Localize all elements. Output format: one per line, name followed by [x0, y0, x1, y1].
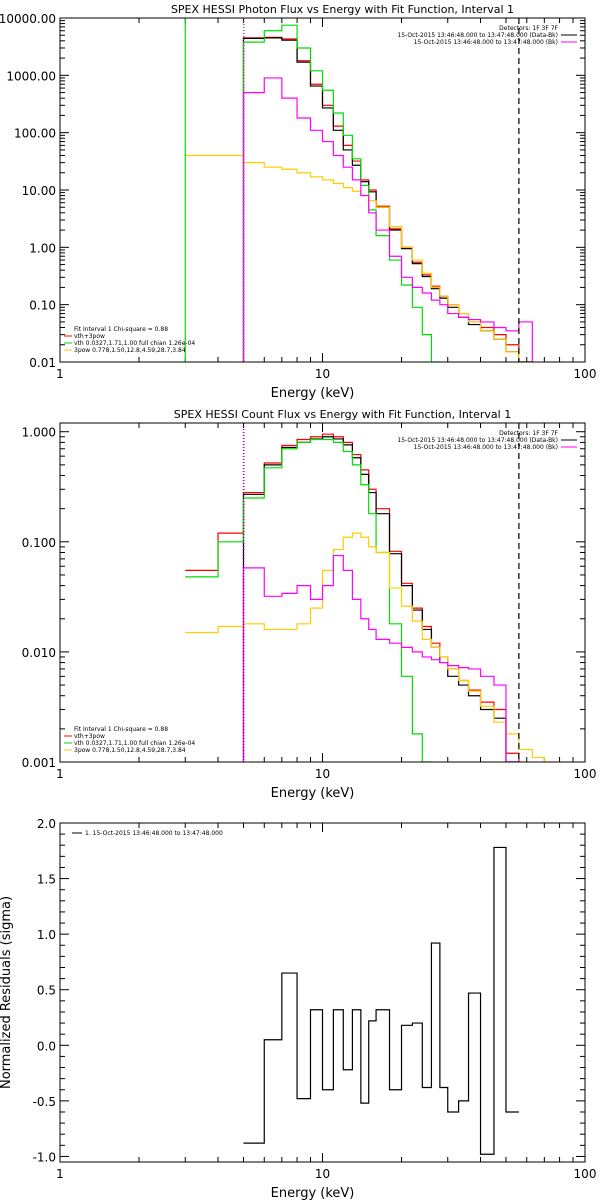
chart-panel-2: SPEX HESSI Count Flux vs Energy with Fit…	[22, 408, 597, 801]
series-group	[185, 24, 533, 362]
chart-panel-3: 1 10 100 Energy (keV) -1.0 -0.5 0.0 0.5 1.0 1.5 2.…	[0, 817, 596, 1200]
series-line-vth	[185, 438, 433, 762]
chart-panel-1: SPEX HESSI Photon Flux vs Energy with Fi…	[0, 3, 596, 401]
legend-entry: Detectors: 1F 3F 7F	[499, 25, 558, 32]
series-line-black	[242, 436, 520, 762]
y-axis: 0.01 0.10 1.00 10.00 100.00 1000.00 10000.00	[0, 12, 585, 370]
legend-bottomleft: Fit Interval 1 Chi-square = 0.88vth+3pow…	[64, 726, 195, 754]
legend-entry: 15-Oct-2015 13:46:48.000 to 13:47:48.000…	[397, 32, 558, 39]
y-tick-label: 0.01	[29, 356, 56, 370]
x-axis: 1 10 100 Energy (keV)	[56, 823, 596, 1200]
legend-entry: Fit Interval 1 Chi-square = 0.88	[74, 326, 168, 333]
y-tick-label: 0.001	[22, 756, 56, 770]
plot-frame	[59, 822, 586, 1163]
series-group	[185, 433, 553, 762]
y-axis: 0.001 0.010 0.100 1.000	[22, 426, 585, 770]
legend-entry: 15-Oct-2015 13:46:48.000 to 13:47:48.000…	[397, 437, 558, 444]
y-tick-label: 0.5	[37, 984, 56, 998]
legend-entry: vth+3pow	[74, 333, 105, 340]
series-line-3pow	[185, 154, 533, 362]
series-line-3pow	[185, 532, 553, 762]
plot-frame	[59, 17, 586, 363]
x-tick-label: 100	[574, 367, 597, 381]
legend-bottomleft: Fit Interval 1 Chi-square = 0.88vth+3pow…	[64, 326, 195, 354]
legend-entry: vth+3pow	[74, 733, 105, 740]
plot-frame	[59, 422, 586, 763]
x-axis: 1 10 100 Energy (keV)	[56, 18, 596, 401]
y-tick-label: 1.000	[22, 426, 56, 440]
chart-title: SPEX HESSI Photon Flux vs Energy with Fi…	[171, 3, 514, 16]
series-line-vth+3pow	[185, 433, 520, 762]
y-tick-label: 0.010	[22, 646, 56, 660]
series-line-vth+3pow	[242, 36, 533, 362]
legend-entry: 1. 15-Oct-2015 13:46:48.000 to 13:47:48.…	[85, 830, 223, 837]
y-tick-label: -1.0	[33, 1150, 56, 1164]
x-tick-label: 10	[315, 1167, 330, 1181]
y-tick-label: 100.00	[14, 127, 56, 141]
x-axis-label: Energy (keV)	[271, 386, 355, 401]
y-tick-label: 1.0	[37, 928, 56, 942]
x-axis-label: Energy (keV)	[271, 786, 355, 801]
x-tick-label: 1	[56, 767, 64, 781]
x-axis-label: Energy (keV)	[271, 1186, 355, 1200]
series-line-black	[242, 37, 533, 362]
series-line-1. 15-Oct-2015 13:46:48.000 to 13:47:48.000	[243, 846, 519, 1155]
y-tick-label: 1.00	[29, 241, 56, 255]
y-tick-label: 2.0	[37, 817, 56, 831]
legend-entry: 3pow 0.778,1.50,12.8,4.59,28.7,3.84	[74, 347, 186, 354]
y-tick-label: 0.10	[29, 299, 56, 313]
x-tick-label: 1	[56, 1167, 64, 1181]
legend-entry: vth 0.0327,1.71,1.00 full chian 1.26e-04	[74, 340, 195, 347]
legend-entry: Fit Interval 1 Chi-square = 0.88	[74, 726, 168, 733]
x-tick-label: 100	[574, 1167, 597, 1181]
y-tick-label: -0.5	[33, 1095, 56, 1109]
y-tick-label: 1.5	[37, 873, 56, 887]
y-tick-label: 0.100	[22, 536, 56, 550]
series-line-vth	[242, 24, 441, 362]
x-tick-label: 10	[315, 367, 330, 381]
x-tick-label: 100	[574, 767, 597, 781]
legend-entry: Detectors: 1F 3F 7F	[499, 430, 558, 437]
legend-entry: 15-Oct-2015 13:46:48.000 to 13:47:48.000…	[414, 444, 558, 451]
legend-entry: 15-Oct-2015 13:46:48.000 to 13:47:48.000…	[414, 39, 558, 46]
y-axis: -1.0 -0.5 0.0 0.5 1.0 1.5 2.0 Normalized Residu…	[0, 817, 585, 1164]
series-line-magenta	[242, 77, 533, 362]
series-group	[243, 846, 519, 1155]
y-tick-label: 10.00	[22, 184, 56, 198]
chart-title: SPEX HESSI Count Flux vs Energy with Fit…	[174, 408, 511, 421]
x-tick-label: 10	[315, 767, 330, 781]
series-line-magenta	[242, 554, 520, 762]
y-axis-label: Normalized Residuals (sigma)	[0, 896, 14, 1089]
y-tick-label: 10000.00	[0, 12, 56, 26]
y-tick-label: 1000.00	[6, 69, 56, 83]
y-tick-label: 0.0	[37, 1039, 56, 1053]
legend-topleft: 1. 15-Oct-2015 13:46:48.000 to 13:47:48.…	[72, 830, 223, 837]
x-tick-label: 1	[56, 367, 64, 381]
legend-entry: 3pow 0.778,1.50,12.8,4.59,28.7,3.84	[74, 747, 186, 754]
legend-entry: vth 0.0327,1.71,1.00 full chian 1.26e-04	[74, 740, 195, 747]
